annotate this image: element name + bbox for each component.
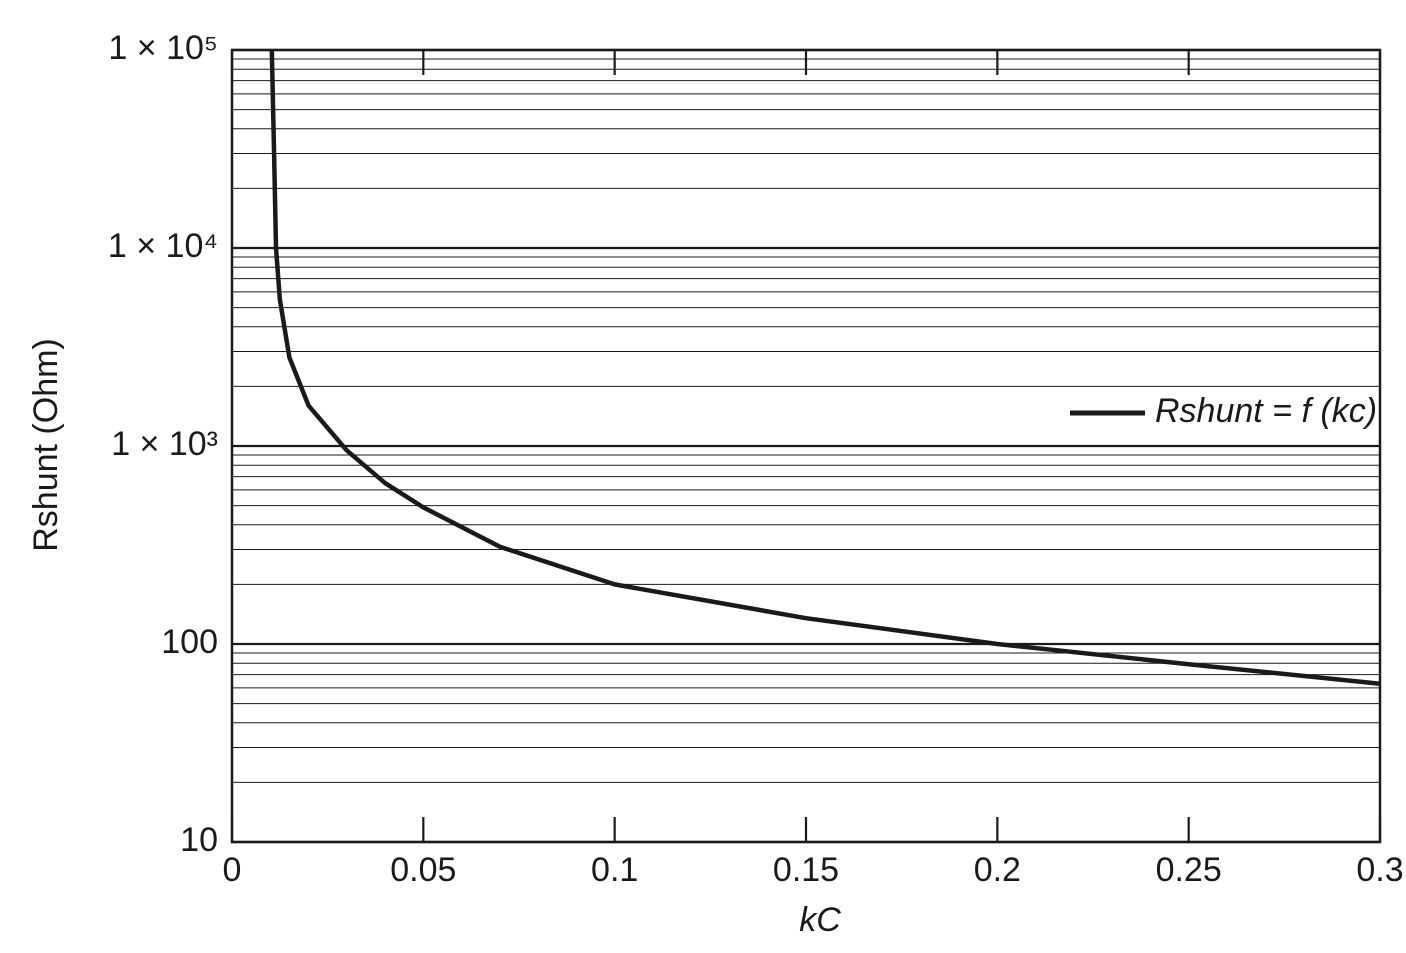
y-axis-label: Rshunt (Ohm): [27, 338, 65, 552]
x-tick-label: 0.3: [1356, 851, 1403, 889]
x-axis-label: kC: [799, 901, 841, 939]
legend-label: Rshunt = f (kc): [1155, 392, 1377, 430]
y-tick-label: 1 × 10³: [111, 425, 218, 463]
x-tick-label: 0.05: [390, 851, 456, 889]
y-tick-label: 10: [180, 821, 218, 859]
x-tick-label: 0: [223, 851, 242, 889]
x-tick-label: 0.1: [591, 851, 638, 889]
x-tick-label: 0.2: [974, 851, 1021, 889]
y-tick-label: 1 × 10⁴: [108, 227, 218, 265]
data-line: [269, 49, 1381, 686]
y-tick-label: 1 × 10⁵: [108, 29, 218, 67]
y-tick-label: 100: [161, 623, 218, 661]
x-tick-label: 0.15: [773, 851, 839, 889]
plot-frame: [230, 48, 1382, 844]
x-tick-label: 0.25: [1156, 851, 1222, 889]
